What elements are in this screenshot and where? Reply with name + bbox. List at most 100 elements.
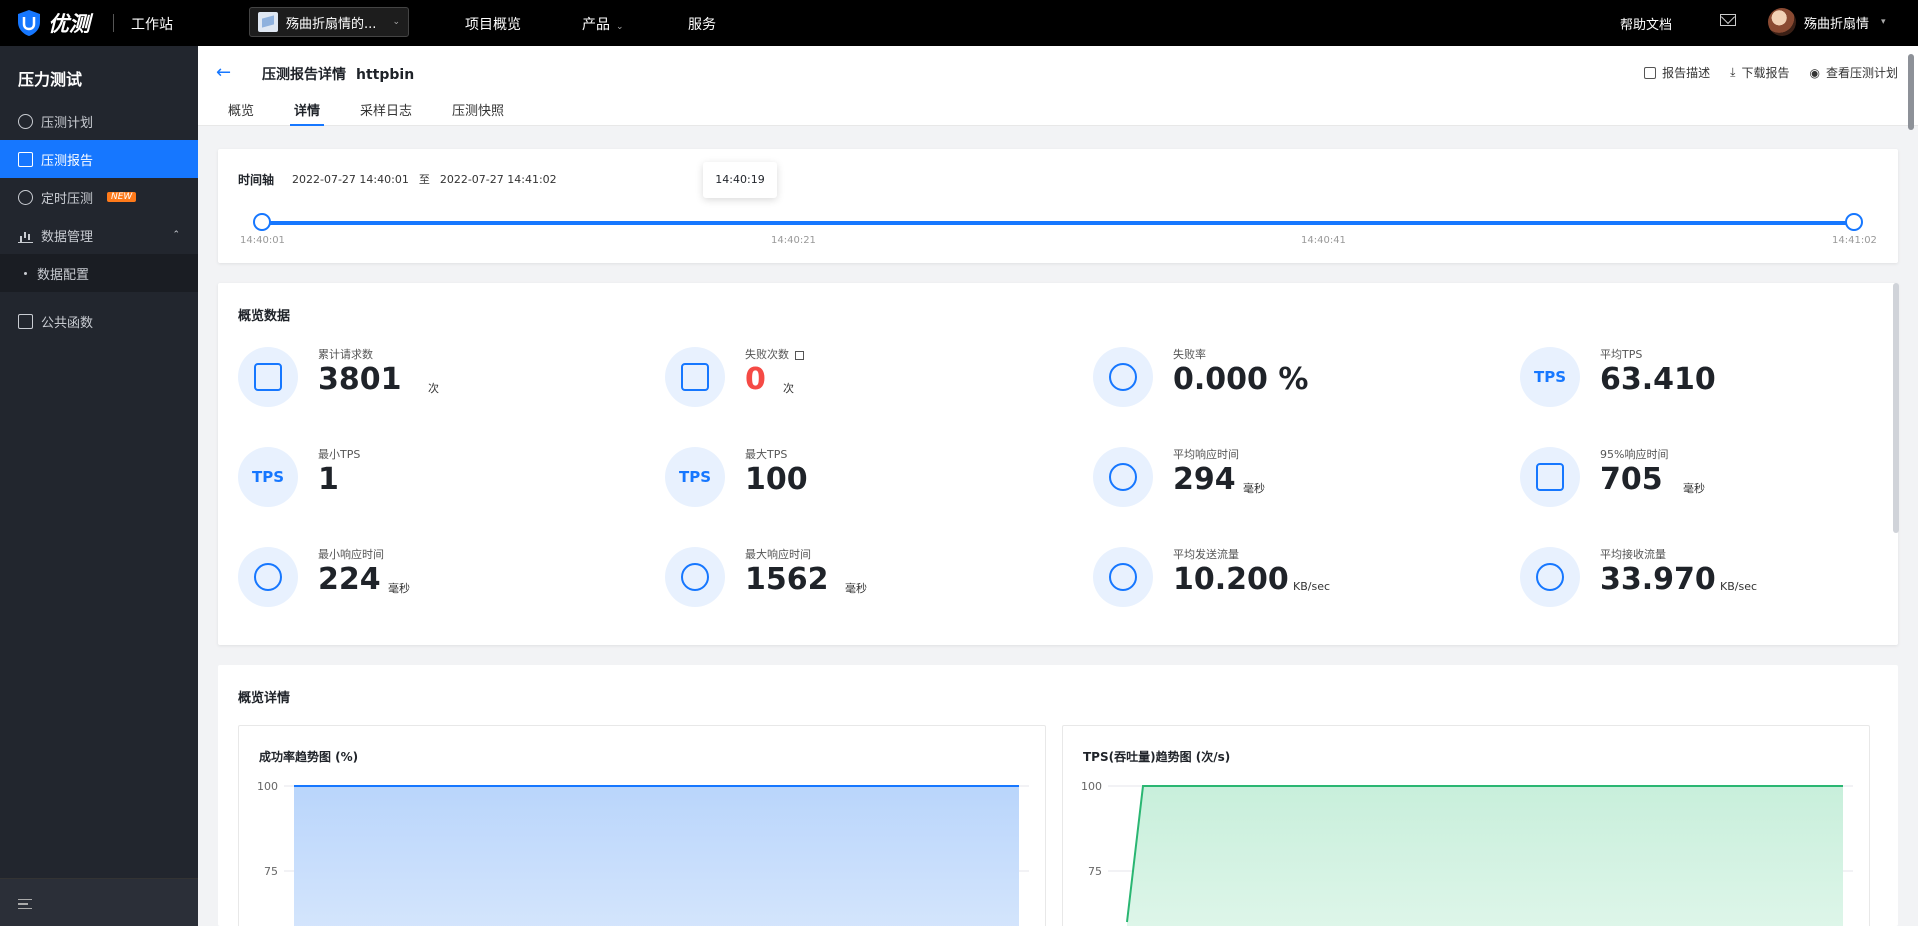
y-tick-label: 100 xyxy=(1081,780,1102,793)
brand-logo[interactable]: 优测 xyxy=(16,8,90,38)
sidebar-item-test-report[interactable]: 压测报告 xyxy=(0,140,198,178)
bar-chart-icon xyxy=(18,228,33,243)
page-header: ← 压测报告详情 httpbin 报告描述 ⤓ 下载报告 ◉ 查看压测计划 概览 详情… xyxy=(198,46,1918,126)
clock-check-icon xyxy=(18,113,33,129)
tab-sampling-log[interactable]: 采样日志 xyxy=(360,104,413,119)
timeline-end: 2022-07-27 14:41:02 xyxy=(439,173,557,186)
timeline-slider-track[interactable] xyxy=(262,221,1854,225)
metric-label: 累计请求数 xyxy=(318,348,373,361)
header-actions: 报告描述 ⤓ 下载报告 ◉ 查看压测计划 xyxy=(1644,64,1898,81)
timeline-start: 2022-07-27 14:40:01 xyxy=(292,173,409,186)
metric-value: 294 xyxy=(1173,462,1236,497)
workbench-link[interactable]: 工作站 xyxy=(131,17,173,33)
sidebar-item-scheduled-test[interactable]: 定时压测 NEW xyxy=(0,178,198,216)
new-badge: NEW xyxy=(107,192,137,202)
tab-details[interactable]: 详情 xyxy=(290,100,325,126)
metric-unit: 次 xyxy=(428,382,439,395)
metric-unit: 毫秒 xyxy=(1243,482,1265,495)
chevron-down-icon: ⌄ xyxy=(616,22,624,32)
sidebar-collapse-bar[interactable] xyxy=(0,878,198,926)
content-scrollbar[interactable] xyxy=(1893,283,1899,533)
project-selector[interactable]: 殇曲折扇情的... ⌄ xyxy=(249,7,409,37)
brand-name: 优测 xyxy=(48,12,90,36)
metric-label: 最小响应时间 xyxy=(318,548,384,561)
document-icon xyxy=(18,151,33,167)
timeline-separator: 至 xyxy=(418,173,430,186)
pulse-download-icon xyxy=(1520,547,1580,607)
sidebar-item-label: 数据配置 xyxy=(37,267,90,283)
sidebar-item-label: 公共函数 xyxy=(41,315,94,331)
view-test-plan-button[interactable]: ◉ 查看压测计划 xyxy=(1810,64,1899,81)
timeline-end-handle[interactable] xyxy=(1845,213,1863,231)
metric-min-tps: TPS 最小TPS 1 xyxy=(238,447,638,527)
nav-products[interactable]: 产品 ⌄ xyxy=(582,14,624,34)
mail-icon[interactable] xyxy=(1720,14,1736,26)
metric-label: 平均响应时间 xyxy=(1173,448,1239,461)
shield-logo-icon xyxy=(18,10,40,36)
metric-value: 33.970 xyxy=(1600,562,1716,597)
collapse-menu-icon[interactable] xyxy=(18,899,32,909)
timeline-range: 2022-07-27 14:40:01 至 2022-07-27 14:41:02 xyxy=(292,171,557,187)
timeline-start-handle[interactable] xyxy=(253,213,271,231)
metric-max-tps: TPS 最大TPS 100 xyxy=(665,447,1065,527)
chevron-down-icon: ⌄ xyxy=(392,17,400,27)
timeline-label: 时间轴 xyxy=(238,173,275,187)
sidebar-item-data-config[interactable]: 数据配置 xyxy=(0,254,198,292)
download-icon: ⤓ xyxy=(1730,65,1736,79)
metric-unit: 毫秒 xyxy=(845,582,867,595)
metric-unit: 毫秒 xyxy=(1683,482,1705,495)
server-icon xyxy=(1520,447,1580,507)
metric-value: 10.200 xyxy=(1173,562,1289,597)
page-scrollbar[interactable] xyxy=(1908,54,1914,130)
metric-value: 1562 xyxy=(745,562,829,597)
metric-failure-rate: 失败率 0.000 % xyxy=(1093,347,1493,427)
external-link-icon[interactable] xyxy=(795,350,804,360)
metric-label: 失败次数 xyxy=(745,348,789,361)
metric-unit: KB/sec xyxy=(1293,580,1331,593)
topbar-divider xyxy=(113,14,114,32)
close-circle-icon xyxy=(1093,347,1153,407)
tab-snapshot[interactable]: 压测快照 xyxy=(452,104,505,119)
details-title: 概览详情 xyxy=(238,691,291,706)
tps-icon: TPS xyxy=(238,447,298,507)
avatar xyxy=(1768,8,1796,36)
sidebar-item-public-functions[interactable]: 公共函数 xyxy=(0,302,198,340)
user-name: 殇曲折扇情 xyxy=(1804,16,1870,32)
sidebar-item-label: 定时压测 xyxy=(41,191,94,207)
metric-label: 最大响应时间 xyxy=(745,548,811,561)
metric-avg-received: 平均接收流量 33.970 KB/sec xyxy=(1520,547,1918,627)
pulse-upload-icon xyxy=(1093,547,1153,607)
nav-project-overview[interactable]: 项目概览 xyxy=(465,17,521,33)
action-label: 报告描述 xyxy=(1662,66,1711,80)
nav-services[interactable]: 服务 xyxy=(688,17,716,33)
clock-icon xyxy=(1093,447,1153,507)
sidebar-item-data-management[interactable]: 数据管理 ⌃ xyxy=(0,216,198,254)
report-description-button[interactable]: 报告描述 xyxy=(1644,64,1710,81)
metric-label: 失败率 xyxy=(1173,348,1206,361)
tab-overview[interactable]: 概览 xyxy=(228,104,255,119)
overview-title: 概览数据 xyxy=(238,309,291,324)
user-menu[interactable]: 殇曲折扇情 ▾ xyxy=(1768,8,1886,36)
metric-value: 705 xyxy=(1600,462,1663,497)
sidebar-item-test-plan[interactable]: 压测计划 xyxy=(0,102,198,140)
back-arrow-icon[interactable]: ← xyxy=(216,62,232,83)
success-rate-chart: 成功率趋势图 (%) 100 75 xyxy=(238,725,1046,926)
timeline-card: 时间轴 2022-07-27 14:40:01 至 2022-07-27 14:41… xyxy=(218,149,1898,263)
y-tick-label: 75 xyxy=(1088,865,1102,878)
metric-label: 平均发送流量 xyxy=(1173,548,1239,561)
chevron-down-icon: ▾ xyxy=(1881,17,1886,27)
metric-total-requests: 累计请求数 3801 次 xyxy=(238,347,638,427)
sidebar-item-label: 压测报告 xyxy=(41,153,94,169)
metric-min-response: 最小响应时间 224 毫秒 xyxy=(238,547,638,627)
help-docs-link[interactable]: 帮助文档 xyxy=(1620,18,1673,33)
clock-icon xyxy=(18,189,33,205)
tps-icon: TPS xyxy=(665,447,725,507)
metric-avg-sent: 平均发送流量 10.200 KB/sec xyxy=(1093,547,1493,627)
request-icon xyxy=(238,347,298,407)
download-report-button[interactable]: ⤓ 下载报告 xyxy=(1730,64,1789,81)
nav-products-label: 产品 xyxy=(582,17,610,33)
report-tabs: 概览 详情 采样日志 压测快照 xyxy=(228,100,504,126)
page-title-text: 压测报告详情 xyxy=(262,67,346,83)
chart-title: TPS(吞吐量)趋势图 (次/s) xyxy=(1083,750,1231,764)
tps-chart-svg: 100 75 xyxy=(1081,780,1853,926)
